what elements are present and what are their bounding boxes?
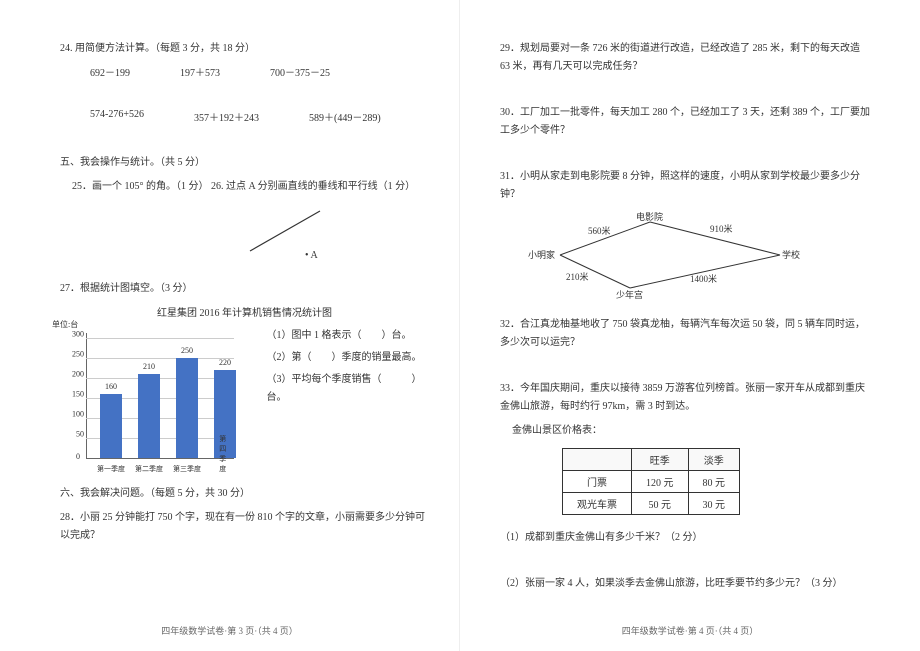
page4-footer: 四年级数学试卷·第 4 页·（共 4 页） [460, 624, 920, 637]
route-diagram: 小明家 电影院 学校 少年宫 560米 910米 210米 1400米 [500, 210, 870, 300]
bar-chart: 单位:台 50 100 150 200 250 300 0 160 [60, 327, 236, 477]
y-axis [86, 333, 87, 459]
page3-footer: 四年级数学试卷·第 3 页·（共 4 页） [0, 624, 459, 637]
table-cell: 观光车票 [563, 493, 632, 515]
q29-text: 29．规划局要对一条 726 米的街道进行改造，已经改造了 285 米，剩下的每… [500, 40, 870, 76]
chart-notes: （1）图中 1 格表示（ ）台。 （2）第（ ）季度的销量最高。 （3）平均每个… [266, 327, 429, 411]
table-row: 观光车票 50 元 30 元 [563, 493, 740, 515]
section6-title: 六、我会解决问题。（每题 5 分，共 30 分） [60, 485, 429, 503]
calc-item: 574-276+526 [90, 109, 144, 124]
table-cell [563, 449, 632, 471]
q25-q26-row: 25．画一个 105° 的角。（1 分） 26. 过点 A 分别画直线的垂线和平… [60, 178, 429, 196]
diagram-edge-cinema-school: 910米 [710, 222, 733, 235]
y-tick: 250 [64, 350, 84, 359]
bar-label: 210 [138, 362, 160, 371]
q30-text: 30．工厂加工一批零件，每天加工 280 个，已经加工了 3 天，还剩 389 … [500, 104, 870, 140]
y-tick: 50 [64, 430, 84, 439]
calc-item: 589＋(449－289) [309, 109, 381, 124]
calc-item: 357＋192＋243 [194, 109, 259, 124]
page-3: 24. 用简便方法计算。（每题 3 分，共 18 分） 692－199 197＋… [0, 0, 460, 651]
chart-note-1: （1）图中 1 格表示（ ）台。 [266, 327, 429, 345]
chart-note-2: （2）第（ ）季度的销量最高。 [266, 349, 429, 367]
grid-line [86, 378, 234, 379]
bar-q1: 160 [100, 394, 122, 458]
table-cell: 旺季 [632, 449, 689, 471]
diagram-node-youth: 少年宫 [616, 288, 643, 301]
y-tick: 100 [64, 410, 84, 419]
q24-row2: 574-276+526 357＋192＋243 589＋(449－289) [60, 109, 429, 124]
y-tick: 200 [64, 370, 84, 379]
q31-text: 31．小明从家走到电影院要 8 分钟，照这样的速度，小明从家到学校最少要多少分钟… [500, 168, 870, 204]
diagonal-line-svg [60, 206, 429, 266]
table-title: 金佛山景区价格表： [500, 422, 870, 440]
x-tick: 第二季度 [135, 464, 163, 474]
calc-item: 700－375－25 [270, 64, 330, 79]
x-tick: 第四季度 [219, 434, 230, 474]
q27-title: 27．根据统计图填空。（3 分） [60, 280, 429, 298]
calc-item: 692－199 [90, 64, 130, 79]
chart-note-3: （3）平均每个季度销售（ ）台。 [266, 371, 429, 407]
table-cell: 80 元 [688, 471, 740, 493]
table-cell: 门票 [563, 471, 632, 493]
grid-line [86, 338, 234, 339]
q26-text: 26. 过点 A 分别画直线的垂线和平行线（1 分） [211, 181, 415, 192]
table-cell: 120 元 [632, 471, 689, 493]
calc-item: 197＋573 [180, 64, 220, 79]
diagram-node-cinema: 电影院 [636, 210, 663, 223]
chart-area: 单位:台 50 100 150 200 250 300 0 160 [60, 327, 429, 477]
q24-title: 24. 用简便方法计算。（每题 3 分，共 18 分） [60, 40, 429, 58]
x-tick: 第一季度 [97, 464, 125, 474]
page-4: 29．规划局要对一条 726 米的街道进行改造，已经改造了 285 米，剩下的每… [460, 0, 920, 651]
table-row: 门票 120 元 80 元 [563, 471, 740, 493]
line-point-diagram: • A [60, 206, 429, 266]
x-axis [86, 458, 234, 459]
grid-line [86, 358, 234, 359]
diagram-edge-youth-school: 1400米 [690, 272, 717, 285]
route-svg [500, 210, 870, 300]
section5-title: 五、我会操作与统计。（共 5 分） [60, 154, 429, 172]
bar-q3: 250 [176, 358, 198, 458]
y-tick: 150 [64, 390, 84, 399]
q25-text: 25．画一个 105° 的角。（1 分） [72, 181, 209, 192]
table-cell: 30 元 [688, 493, 740, 515]
bar-q2: 210 [138, 374, 160, 458]
page-container: 24. 用简便方法计算。（每题 3 分，共 18 分） 692－199 197＋… [0, 0, 920, 651]
y-tick: 300 [64, 330, 84, 339]
axis-zero: 0 [76, 452, 80, 461]
chart-title: 红星集团 2016 年计算机销售情况统计图 [60, 304, 429, 319]
q33-text: 33．今年国庆期间，重庆以接待 3859 万游客位列榜首。张丽一家开车从成都到重… [500, 380, 870, 416]
q32-text: 32．合江真龙柚基地收了 750 袋真龙柚，每辆汽车每次运 50 袋，同 5 辆… [500, 316, 870, 352]
q24-row1: 692－199 197＋573 700－375－25 [60, 64, 429, 79]
bar-label: 250 [176, 346, 198, 355]
diagram-node-home: 小明家 [528, 248, 555, 261]
q28-text: 28．小丽 25 分钟能打 750 个字，现在有一份 810 个字的文章，小丽需… [60, 509, 429, 545]
table-cell: 50 元 [632, 493, 689, 515]
point-a-label: • A [305, 250, 318, 261]
x-tick: 第三季度 [173, 464, 201, 474]
price-table: 旺季 淡季 门票 120 元 80 元 观光车票 50 元 30 元 [562, 448, 870, 515]
diagram-node-school: 学校 [782, 248, 800, 261]
q33-1-text: （1）成都到重庆金佛山有多少千米？（2 分） [500, 529, 870, 547]
table-row: 旺季 淡季 [563, 449, 740, 471]
bar-label: 160 [100, 382, 122, 391]
bar-label: 220 [214, 358, 236, 367]
diagram-edge-home-cinema: 560米 [588, 224, 611, 237]
q33-2-text: （2）张丽一家 4 人，如果淡季去金佛山旅游，比旺季要节约多少元？（3 分） [500, 575, 870, 593]
y-unit-label: 单位:台 [52, 319, 78, 330]
table-cell: 淡季 [688, 449, 740, 471]
diagram-edge-home-youth: 210米 [566, 270, 589, 283]
